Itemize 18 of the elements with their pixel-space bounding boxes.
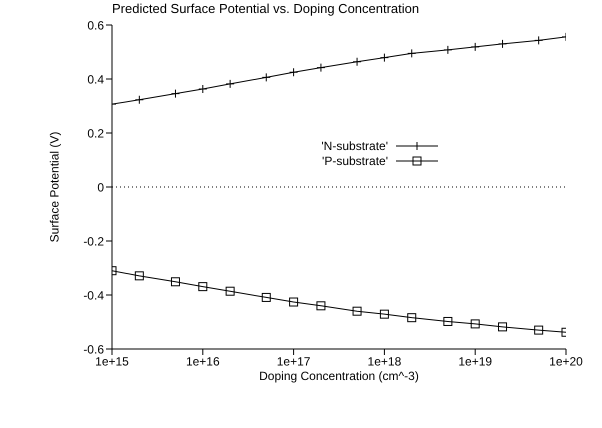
legend-label: 'N-substrate' bbox=[321, 138, 388, 152]
x-tick-label: 1e+17 bbox=[276, 354, 311, 369]
x-tick-label: 1e+20 bbox=[549, 354, 584, 369]
y-tick-label: 0.6 bbox=[87, 18, 104, 32]
y-tick-label: 0.2 bbox=[87, 126, 104, 140]
y-tick-label: 0 bbox=[97, 180, 104, 194]
y-tick-label: 0.4 bbox=[87, 72, 104, 86]
x-tick-label: 1e+16 bbox=[186, 354, 220, 369]
x-axis-title: Doping Concentration (cm^-3) bbox=[259, 369, 419, 383]
y-tick-label: -0.6 bbox=[83, 342, 104, 356]
chart-title: Predicted Surface Potential vs. Doping Concentration bbox=[112, 1, 420, 16]
x-tick-label: 1e+15 bbox=[95, 354, 130, 369]
x-tick-label: 1e+18 bbox=[368, 354, 402, 369]
y-axis-title: Surface Potential (V) bbox=[47, 132, 62, 242]
y-tick-label: -0.2 bbox=[83, 234, 104, 248]
x-tick-label: 1e+19 bbox=[458, 354, 492, 369]
legend-label: 'P-substrate' bbox=[322, 154, 388, 168]
y-tick-label: -0.4 bbox=[83, 288, 104, 302]
